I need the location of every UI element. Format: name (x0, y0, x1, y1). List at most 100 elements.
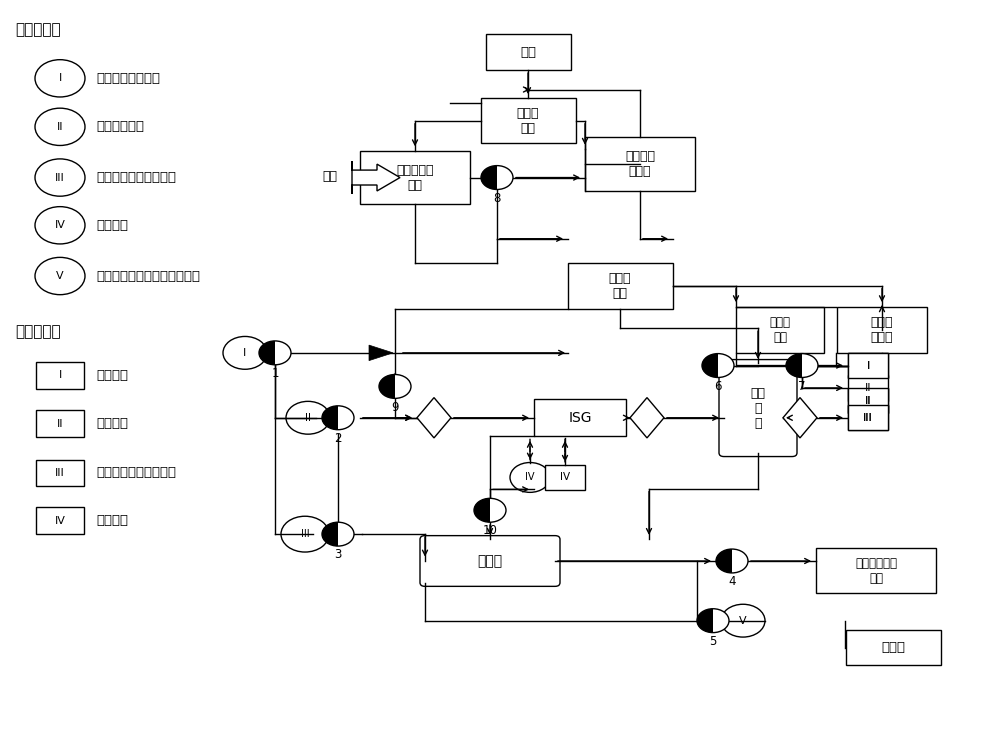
Circle shape (474, 498, 506, 522)
Bar (585, 137, 695, 191)
Bar (736, 307, 824, 353)
Text: II: II (57, 419, 63, 429)
Text: I: I (866, 360, 870, 371)
Polygon shape (259, 341, 275, 365)
Text: 燃烧室: 燃烧室 (477, 554, 503, 568)
Circle shape (223, 336, 267, 369)
Circle shape (786, 354, 818, 377)
Text: III: III (863, 413, 873, 423)
Bar (848, 353, 888, 378)
Text: 系统输出：: 系统输出： (15, 325, 61, 339)
Text: 2: 2 (334, 432, 342, 445)
Text: 燃油换
热器: 燃油换 热器 (770, 316, 790, 344)
Bar (848, 405, 888, 430)
Text: 6: 6 (714, 380, 722, 392)
Text: 燃油换
热器: 燃油换 热器 (517, 107, 539, 135)
Text: I: I (58, 370, 62, 380)
Circle shape (481, 166, 513, 189)
Text: 燃油箱: 燃油箱 (881, 641, 905, 654)
Bar (534, 399, 626, 436)
Text: IV: IV (525, 472, 535, 483)
Polygon shape (697, 609, 713, 633)
Circle shape (716, 549, 748, 573)
Bar (848, 388, 888, 413)
Text: II: II (865, 383, 871, 393)
Bar (848, 388, 888, 413)
Text: 10: 10 (483, 524, 497, 537)
Polygon shape (322, 522, 338, 546)
Text: IV: IV (55, 220, 65, 231)
Circle shape (379, 374, 411, 398)
Text: 液冷电
子设备: 液冷电 子设备 (871, 316, 893, 344)
Polygon shape (369, 345, 393, 360)
Text: 系统输入：: 系统输入： (15, 22, 61, 37)
Text: II: II (305, 413, 311, 423)
Polygon shape (783, 398, 817, 438)
Bar (848, 353, 888, 378)
Polygon shape (322, 406, 338, 430)
Bar (36, 410, 84, 437)
Bar (545, 465, 585, 490)
Circle shape (286, 401, 330, 434)
Bar (36, 507, 84, 534)
Bar (360, 151, 470, 204)
Text: 外界大气引气: 外界大气引气 (96, 120, 144, 134)
Polygon shape (481, 166, 497, 189)
Bar (486, 34, 570, 70)
Text: 主发风扇涵道引气: 主发风扇涵道引气 (96, 72, 160, 85)
Text: 燃油: 燃油 (520, 46, 536, 59)
Text: 电能输入: 电能输入 (96, 219, 128, 232)
Circle shape (35, 108, 85, 145)
Bar (481, 98, 576, 143)
Text: 8: 8 (493, 192, 501, 204)
Text: 冲压空气
换热器: 冲压空气 换热器 (625, 150, 655, 178)
Circle shape (35, 159, 85, 196)
Polygon shape (379, 374, 395, 398)
Text: 次冷换
热器: 次冷换 热器 (609, 272, 631, 300)
Circle shape (702, 354, 734, 377)
Text: 冲压空气换热器冷边引气流量: 冲压空气换热器冷边引气流量 (96, 269, 200, 283)
Text: 风扇强化换
热器: 风扇强化换 热器 (396, 163, 434, 192)
Text: 风扇: 风扇 (322, 169, 338, 183)
Text: 主发压气机高压级引气: 主发压气机高压级引气 (96, 171, 176, 184)
Polygon shape (474, 498, 490, 522)
Circle shape (510, 463, 550, 492)
Text: V: V (56, 271, 64, 281)
Circle shape (322, 406, 354, 430)
Text: 自带氧气、燃
料包: 自带氧气、燃 料包 (855, 557, 897, 585)
Bar (816, 548, 936, 593)
Text: ISG: ISG (568, 411, 592, 424)
Polygon shape (786, 354, 802, 377)
Circle shape (281, 516, 329, 552)
Text: 水分
离
器: 水分 离 器 (750, 386, 766, 430)
Text: 5: 5 (709, 635, 717, 648)
Text: II: II (865, 395, 871, 406)
Text: II: II (57, 122, 63, 132)
Polygon shape (716, 549, 732, 573)
Text: 通往航电: 通往航电 (96, 417, 128, 430)
Text: III: III (863, 413, 873, 423)
Bar (848, 405, 888, 430)
Circle shape (259, 341, 291, 365)
FancyBboxPatch shape (719, 360, 797, 457)
Text: 1: 1 (271, 367, 279, 380)
Bar (846, 630, 940, 665)
Polygon shape (630, 398, 664, 438)
Text: IV: IV (55, 515, 65, 526)
Circle shape (721, 604, 765, 637)
Text: III: III (301, 529, 309, 539)
Polygon shape (352, 161, 400, 194)
Circle shape (35, 207, 85, 244)
Text: I: I (866, 360, 870, 371)
Bar (36, 362, 84, 389)
Text: IV: IV (560, 472, 570, 483)
Text: 电能输出: 电能输出 (96, 514, 128, 527)
Text: I: I (58, 73, 62, 84)
Text: 4: 4 (728, 575, 736, 588)
Text: I: I (243, 348, 247, 358)
Text: 9: 9 (391, 401, 399, 413)
Bar (568, 263, 672, 309)
Text: 通往主发二级空气通道: 通往主发二级空气通道 (96, 466, 176, 480)
Text: 3: 3 (334, 548, 342, 561)
Text: 通往座舱: 通往座舱 (96, 369, 128, 382)
